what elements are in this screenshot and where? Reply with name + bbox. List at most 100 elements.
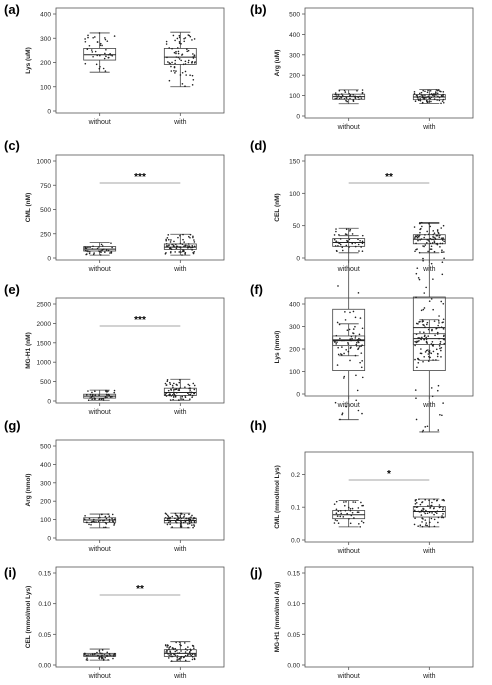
- data-point: [175, 243, 177, 246]
- x-tick-label: without: [337, 124, 360, 131]
- data-point: [173, 653, 176, 656]
- data-point: [91, 653, 94, 655]
- panel-label: (h): [250, 418, 267, 433]
- data-point: [432, 350, 435, 353]
- data-point: [431, 344, 434, 347]
- data-point: [416, 267, 419, 269]
- data-point: [441, 242, 444, 245]
- data-point: [183, 37, 185, 40]
- data-point: [113, 653, 115, 656]
- data-point: [165, 651, 167, 653]
- data-point: [189, 389, 191, 391]
- data-point: [441, 515, 443, 517]
- data-point: [191, 658, 194, 661]
- data-point: [336, 97, 338, 100]
- data-point: [435, 89, 438, 91]
- data-point: [355, 399, 358, 402]
- data-point: [355, 343, 358, 346]
- data-point: [166, 380, 169, 383]
- data-point: [428, 499, 430, 502]
- data-point: [180, 524, 183, 526]
- data-point: [177, 516, 179, 519]
- data-point: [170, 388, 172, 391]
- data-point: [87, 654, 89, 656]
- plot-frame: [304, 451, 474, 543]
- data-point: [434, 334, 436, 337]
- data-point: [109, 654, 112, 657]
- data-point: [169, 392, 171, 394]
- data-point: [345, 99, 347, 102]
- data-point: [427, 353, 430, 355]
- y-tick-label: 2500: [37, 302, 52, 309]
- data-point: [361, 240, 364, 243]
- data-point: [345, 228, 348, 231]
- data-point: [441, 508, 444, 511]
- data-point: [413, 226, 416, 228]
- data-point: [169, 62, 171, 65]
- data-point: [352, 94, 355, 96]
- data-point: [192, 235, 194, 238]
- y-tick-label: 0.10: [287, 601, 300, 608]
- data-point: [101, 44, 103, 47]
- data-point: [357, 409, 360, 412]
- data-point: [86, 659, 89, 661]
- data-point: [103, 248, 105, 250]
- data-point: [429, 248, 432, 250]
- data-point: [414, 100, 417, 103]
- data-point: [98, 250, 101, 253]
- data-point: [194, 517, 196, 520]
- data-point: [426, 230, 428, 233]
- data-point: [184, 386, 186, 388]
- data-point: [428, 222, 430, 225]
- data-point: [84, 249, 87, 252]
- data-point: [179, 519, 182, 522]
- data-point: [165, 242, 168, 245]
- data-point: [99, 42, 102, 45]
- data-point: [357, 341, 360, 344]
- data-point: [335, 512, 338, 515]
- x-tick-label: without: [88, 409, 111, 416]
- data-point: [418, 340, 420, 342]
- data-point: [104, 70, 107, 72]
- data-point: [349, 507, 352, 510]
- data-point: [187, 526, 189, 529]
- data-point: [431, 395, 434, 398]
- data-point: [184, 70, 187, 73]
- data-point: [168, 79, 171, 82]
- data-point: [425, 522, 428, 524]
- data-point: [427, 250, 429, 253]
- data-point: [353, 517, 355, 519]
- y-axis-label: Lys (uM): [25, 47, 32, 73]
- data-point: [193, 392, 195, 395]
- data-point: [419, 524, 422, 527]
- y-tick-label: 0: [47, 399, 51, 406]
- x-tick-label: without: [88, 119, 111, 126]
- data-point: [93, 252, 95, 254]
- y-tick-label: 0.05: [287, 632, 300, 639]
- data-point: [192, 57, 195, 59]
- data-point: [165, 392, 168, 394]
- data-point: [193, 241, 196, 243]
- data-point: [190, 391, 193, 394]
- data-point: [168, 394, 171, 397]
- y-tick-label: 0.0: [291, 538, 300, 545]
- data-point: [105, 249, 108, 251]
- data-point: [424, 244, 427, 246]
- data-point: [439, 342, 441, 345]
- data-point: [361, 89, 364, 91]
- data-point: [113, 524, 115, 526]
- data-point: [110, 251, 113, 253]
- data-point: [358, 333, 361, 336]
- y-tick-label: 1000: [37, 159, 52, 166]
- data-point: [178, 657, 181, 660]
- data-point: [339, 515, 342, 518]
- data-point: [440, 227, 443, 229]
- data-point: [432, 278, 434, 280]
- data-point: [354, 245, 357, 248]
- data-point: [192, 236, 194, 239]
- data-point: [171, 394, 174, 396]
- data-point: [357, 511, 360, 513]
- data-point: [174, 72, 176, 74]
- y-axis-label: CEL (nM): [274, 193, 281, 221]
- y-tick-label: 250: [40, 231, 51, 238]
